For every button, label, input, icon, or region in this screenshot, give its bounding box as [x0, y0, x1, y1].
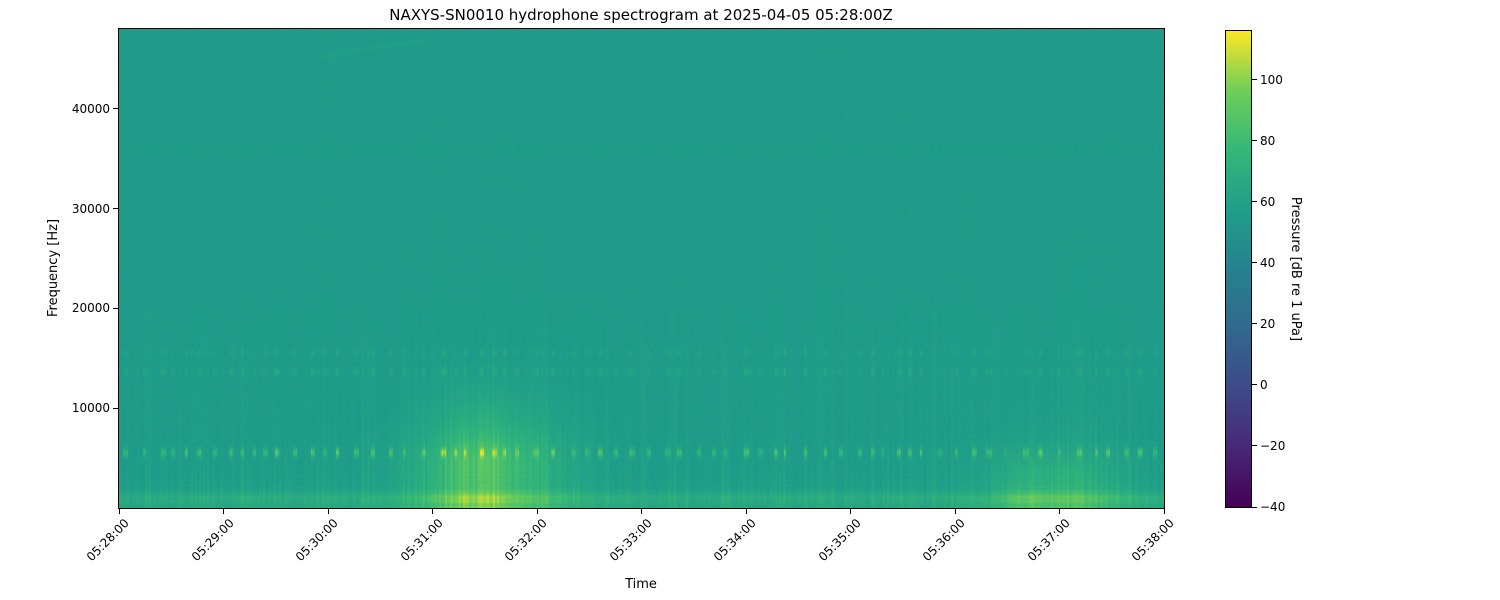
x-tick-label: 05:29:00 [188, 516, 237, 565]
colorbar-tick-mark [1252, 201, 1257, 203]
x-tick-mark [850, 509, 851, 514]
x-tick-mark [745, 509, 747, 514]
x-tick-label: 05:28:00 [83, 516, 132, 565]
colorbar-label: Pressure [dB re 1 uPa] [1288, 196, 1303, 342]
colorbar-tick-mark [1252, 140, 1257, 142]
colorbar-tick-label: 100 [1260, 72, 1283, 87]
y-tick-mark [113, 208, 118, 210]
x-tick-label: 05:35:00 [815, 516, 864, 565]
spectrogram-heatmap [119, 29, 1164, 508]
y-tick-label: 20000 [71, 301, 110, 316]
x-tick-label: 05:38:00 [1128, 516, 1177, 565]
colorbar-tick-mark [1252, 506, 1257, 508]
x-tick-mark [327, 509, 329, 514]
y-tick-label: 10000 [71, 401, 110, 416]
y-tick-mark [113, 307, 118, 309]
x-tick-mark [118, 509, 120, 514]
colorbar-tick-label: −40 [1260, 500, 1286, 514]
y-tick-label: 30000 [71, 201, 110, 216]
colorbar-tick-mark [1252, 323, 1257, 325]
y-axis-label: Frequency [Hz] [46, 218, 61, 318]
y-tick-label: 40000 [71, 101, 110, 116]
x-tick-mark [223, 509, 224, 514]
y-tick-mark [113, 407, 118, 409]
colorbar-tick-label: 60 [1260, 194, 1276, 209]
colorbar-tick-mark [1252, 384, 1257, 386]
colorbar-tick-mark [1252, 262, 1257, 264]
colorbar-tick-label: 20 [1260, 316, 1276, 331]
x-tick-label: 05:37:00 [1024, 516, 1073, 565]
x-tick-mark [1163, 509, 1165, 514]
x-tick-label: 05:34:00 [710, 516, 759, 565]
x-tick-mark [536, 509, 538, 514]
colorbar-tick-label: −20 [1260, 438, 1286, 453]
x-axis-label: Time [625, 577, 657, 592]
colorbar-tick-mark [1252, 79, 1257, 81]
x-tick-label: 05:36:00 [919, 516, 968, 565]
colorbar [1226, 31, 1251, 507]
colorbar-tick-label: 0 [1260, 377, 1268, 392]
colorbar-tick-label: 80 [1260, 133, 1276, 148]
x-tick-label: 05:32:00 [501, 516, 550, 565]
x-tick-mark [1059, 509, 1060, 514]
x-tick-mark [432, 509, 433, 514]
chart-title: NAXYS-SN0010 hydrophone spectrogram at 2… [389, 6, 893, 24]
colorbar-tick-mark [1252, 445, 1257, 447]
x-tick-label: 05:33:00 [606, 516, 655, 565]
y-tick-mark [113, 108, 118, 110]
x-tick-mark [641, 509, 642, 514]
x-tick-label: 05:31:00 [397, 516, 446, 565]
colorbar-tick-label: 40 [1260, 255, 1276, 270]
x-tick-label: 05:30:00 [292, 516, 341, 565]
x-tick-mark [954, 509, 956, 514]
